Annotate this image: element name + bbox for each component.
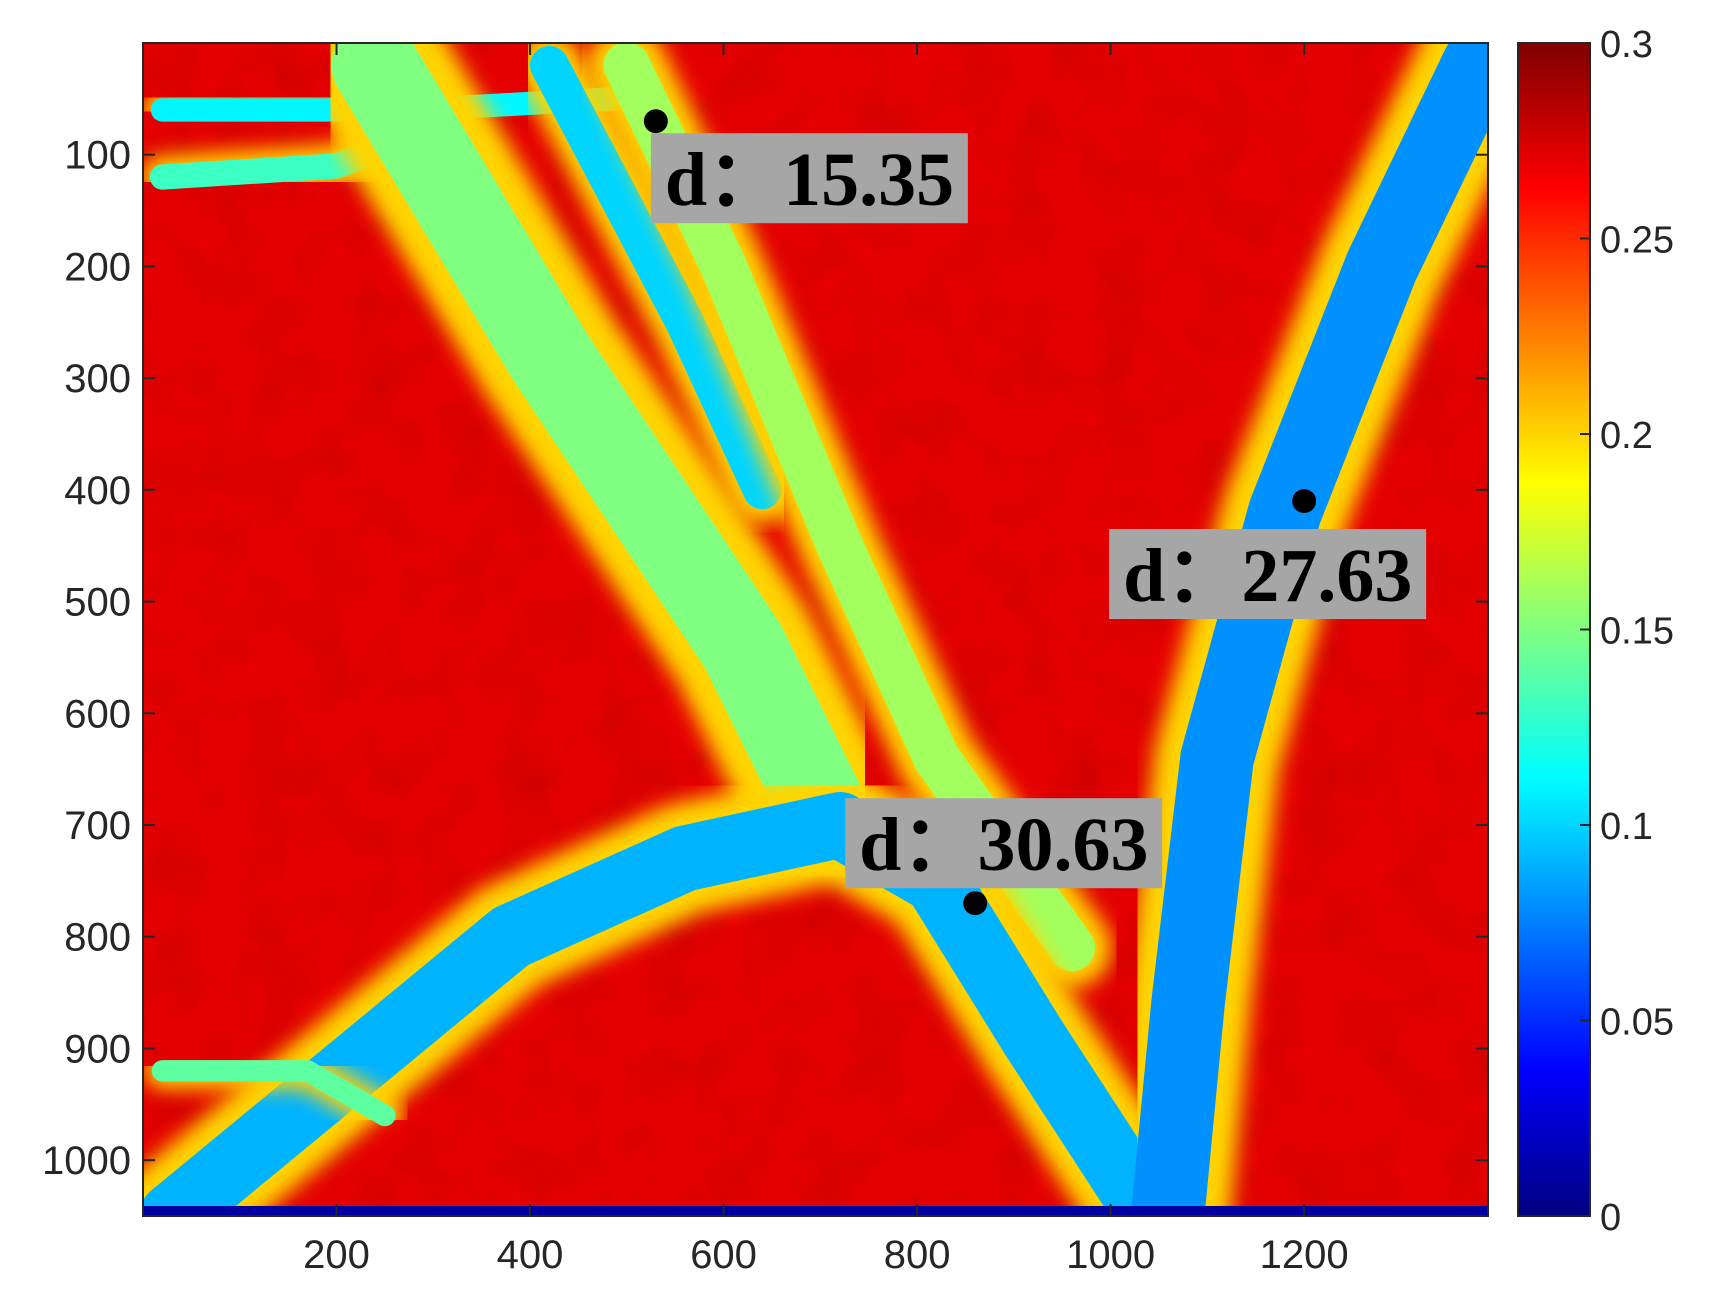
annotation-layer: d：15.35d：27.63d：30.63 <box>643 109 1427 916</box>
annotation-1: d：15.35 <box>643 109 968 224</box>
colorbar-tick-label: 0.2 <box>1600 415 1653 457</box>
y-tick-label: 200 <box>64 245 131 289</box>
annotation-marker <box>963 891 988 916</box>
annotation-value: 27.63 <box>1241 534 1412 618</box>
annotation-text: d：30.63 <box>859 803 1148 887</box>
y-tick-label: 600 <box>64 692 131 736</box>
annotation-text: d：27.63 <box>1123 534 1412 618</box>
annotation-label: d： <box>665 138 783 222</box>
y-tick-label: 900 <box>64 1027 131 1071</box>
y-tick-label: 1000 <box>42 1139 131 1183</box>
colorbar-tick-label: 0.1 <box>1600 806 1653 848</box>
y-tick-label: 500 <box>64 581 131 625</box>
colorbar-ticks: 0 0.05 0.1 0.15 0.2 0.25 0.3 <box>1580 24 1674 1239</box>
channel-8 <box>151 1060 396 1127</box>
x-tick-label: 1000 <box>1066 1233 1155 1277</box>
plot-frame <box>142 42 1489 1217</box>
colorbar-tick-label: 0.15 <box>1600 611 1674 653</box>
annotation-3: d：30.63 <box>845 798 1163 916</box>
y-axis-ticks: 100 200 300 400 500 600 700 800 900 1000 <box>42 134 1488 1183</box>
annotation-label: d： <box>1123 534 1241 618</box>
colorbar-tick-label: 0 <box>1600 1197 1621 1239</box>
y-tick-label: 300 <box>64 357 131 401</box>
annotation-2: d：27.63 <box>1109 489 1427 620</box>
colorbar <box>1517 42 1591 1217</box>
x-tick-label: 1200 <box>1260 1233 1349 1277</box>
x-tick-label: 400 <box>497 1233 564 1277</box>
colorbar-tick-label: 0.05 <box>1600 1002 1674 1044</box>
annotation-box <box>1109 529 1427 620</box>
annotation-box <box>650 133 968 224</box>
annotation-marker <box>643 109 668 134</box>
colorbar-tick-label: 0.25 <box>1600 220 1674 262</box>
x-tick-label: 200 <box>303 1233 370 1277</box>
x-tick-label: 800 <box>884 1233 951 1277</box>
x-axis-ticks: 200 400 600 800 1000 1200 <box>303 43 1349 1277</box>
y-tick-label: 700 <box>64 804 131 848</box>
heatmap-area <box>143 43 1488 1216</box>
y-tick-label: 100 <box>64 134 131 178</box>
channel-4 <box>530 45 782 510</box>
channel-3 <box>331 43 864 847</box>
channel-layer <box>143 43 1488 1216</box>
annotation-box <box>845 798 1163 889</box>
y-tick-label: 400 <box>64 469 131 513</box>
annotation-label: d： <box>859 803 977 887</box>
y-tick-label: 800 <box>64 916 131 960</box>
annotation-value: 30.63 <box>977 803 1148 887</box>
annotation-marker <box>1292 489 1317 514</box>
x-tick-label: 600 <box>690 1233 757 1277</box>
annotation-text: d：15.35 <box>665 138 954 222</box>
channel-7 <box>1131 43 1488 1216</box>
colorbar-tick-label: 0.3 <box>1600 24 1653 66</box>
heatmap-bottom-edge <box>143 1206 1488 1216</box>
annotation-value: 15.35 <box>783 138 954 222</box>
